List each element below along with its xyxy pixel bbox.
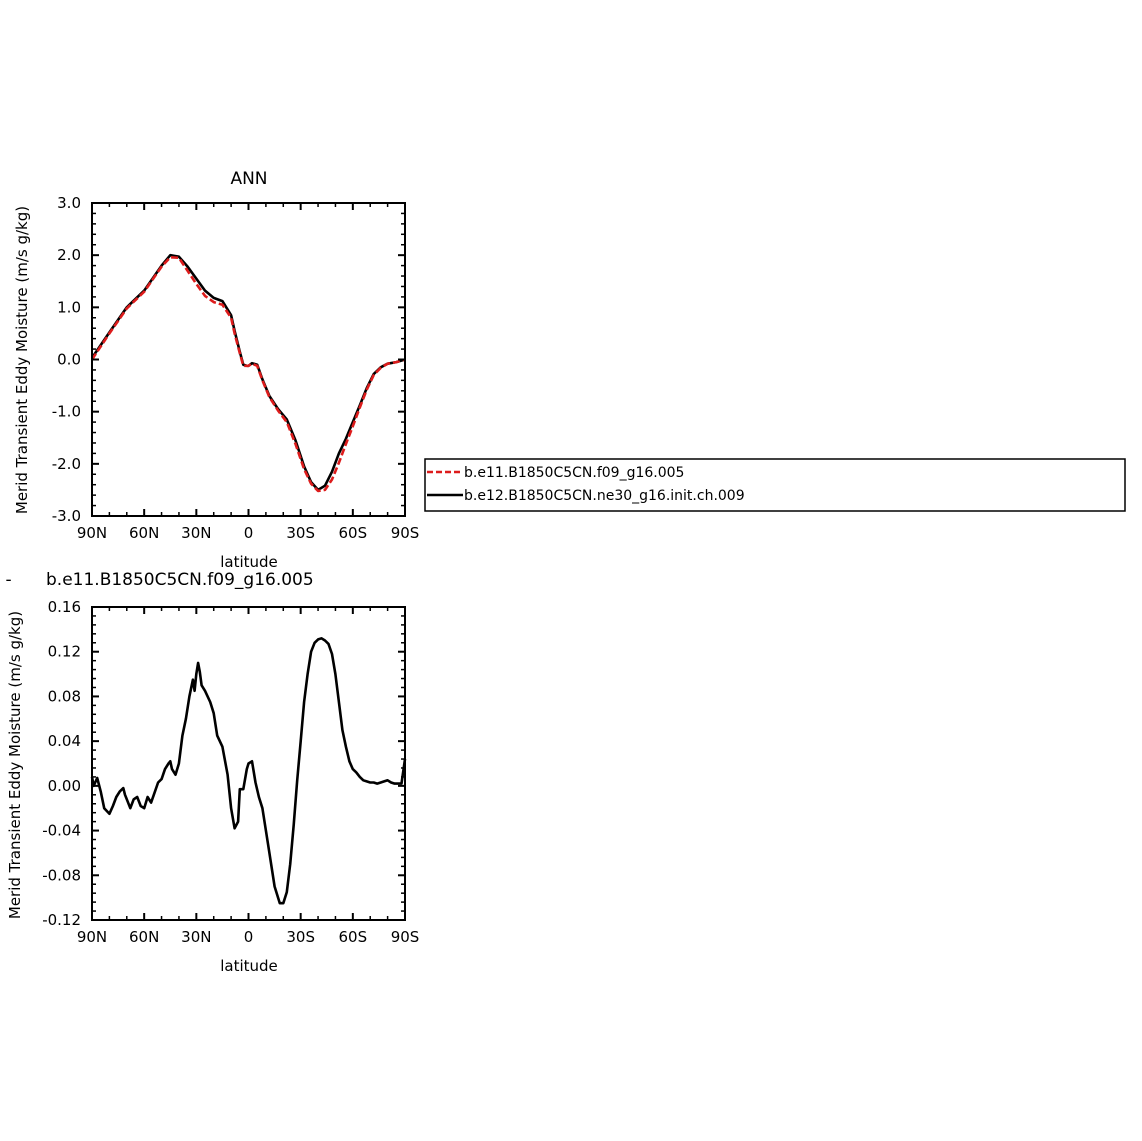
top-y-tick-label-3: 0.0: [57, 351, 81, 369]
top-y-axis-title: Merid Transient Eddy Moisture (m/s g/kg): [13, 206, 31, 514]
legend-box: [424, 458, 1126, 512]
top-x-axis-title: latitude: [220, 553, 278, 571]
top-panel-title: ANN: [230, 169, 267, 189]
top-x-tick-label-3: 0: [244, 524, 254, 542]
bottom-ticks: 90N 60N 30N 0 30S 60S 90S 0.16 0.12 0.08 0.04 0.00 -…: [42, 598, 419, 946]
bottom-series-layer: [90, 636, 407, 905]
bottom-x-tick-label-1: 60N: [129, 928, 159, 946]
bottom-y-tick-label-3: 0.04: [48, 732, 81, 750]
bottom-panel-title-dash: - -: [0, 570, 12, 590]
top-x-tick-label-5: 60S: [339, 524, 368, 542]
top-ticks: 90N 60N 30N 0 30S 60S 90S 3.0 2.0 1.0 0.0 -1.0 -2.0 -…: [52, 194, 420, 542]
top-y-tick-label-4: -1.0: [52, 403, 81, 421]
bottom-y-tick-label-6: -0.08: [42, 866, 81, 884]
bottom-x-tick-label-5: 60S: [339, 928, 368, 946]
legend-label-0: b.e11.B1850C5CN.f09_g16.005: [464, 465, 684, 481]
top-y-tick-label-0: 3.0: [57, 194, 81, 212]
top-y-tick-label-1: 2.0: [57, 246, 81, 264]
top-x-tick-label-6: 90S: [391, 524, 420, 542]
top-panel: ANN 90N 60N 30N 0 30S 60S 90S 3.0 2.0 1.0 0.0 -1.0 -…: [13, 169, 419, 571]
bottom-y-tick-label-0: 0.16: [48, 598, 81, 616]
top-x-tick-label-4: 30S: [286, 524, 315, 542]
bottom-x-tick-label-2: 30N: [181, 928, 211, 946]
top-y-tick-label-5: -2.0: [52, 455, 81, 473]
top-x-tick-label-0: 90N: [77, 524, 107, 542]
bottom-y-tick-label-2: 0.08: [48, 687, 81, 705]
bottom-x-tick-label-3: 0: [244, 928, 254, 946]
bottom-y-tick-label-1: 0.12: [48, 643, 81, 661]
top-series-line-0: [90, 255, 406, 493]
top-y-tick-label-2: 1.0: [57, 298, 81, 316]
legend: b.e11.B1850C5CN.f09_g16.005 b.e12.B1850C…: [424, 458, 1126, 512]
bottom-panel-title: b.e11.B1850C5CN.f09_g16.005: [46, 570, 314, 590]
top-x-tick-label-1: 60N: [129, 524, 159, 542]
bottom-x-tick-label-6: 90S: [391, 928, 420, 946]
top-y-tick-label-6: -3.0: [52, 507, 81, 525]
bottom-x-tick-label-0: 90N: [77, 928, 107, 946]
top-series-layer: [90, 253, 406, 493]
bottom-x-tick-label-4: 30S: [286, 928, 315, 946]
top-x-tick-label-2: 30N: [181, 524, 211, 542]
bottom-panel: - - b.e11.B1850C5CN.f09_g16.005 90N 60N 30…: [0, 570, 419, 975]
bottom-x-axis-title: latitude: [220, 957, 278, 975]
bottom-y-axis-title: Merid Transient Eddy Moisture (m/s g/kg): [6, 611, 24, 919]
bottom-y-tick-label-5: -0.04: [42, 822, 81, 840]
bottom-y-tick-label-7: -0.12: [42, 911, 81, 929]
legend-label-1: b.e12.B1850C5CN.ne30_g16.init.ch.009: [464, 488, 745, 504]
bottom-y-tick-label-4: 0.00: [48, 777, 81, 795]
bottom-series-line-0: [90, 636, 407, 905]
